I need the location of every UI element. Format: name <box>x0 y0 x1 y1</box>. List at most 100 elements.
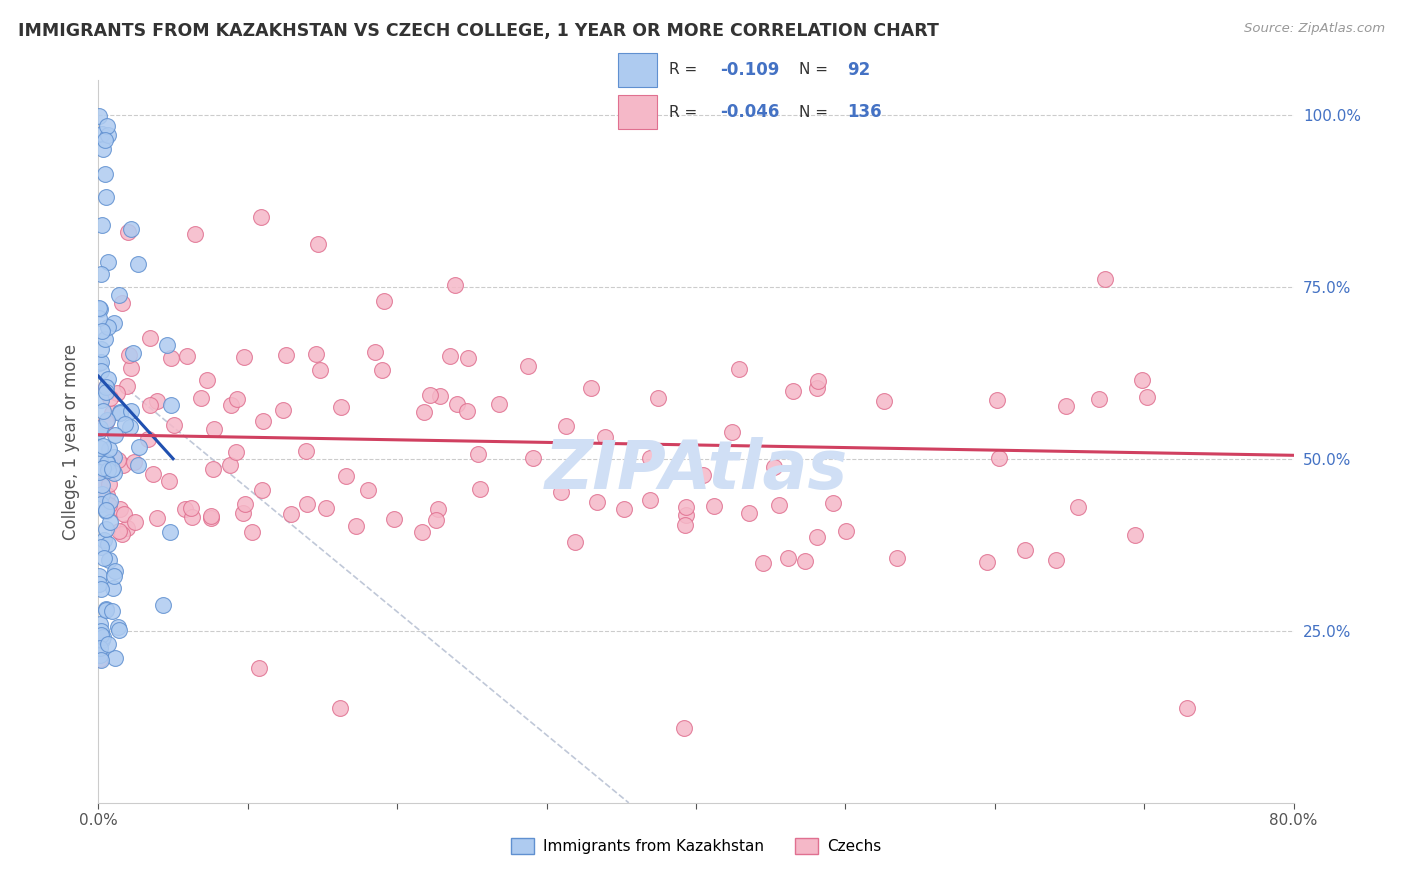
Immigrants from Kazakhstan <box>90 628 112 642</box>
Immigrants from Kazakhstan <box>89 454 111 468</box>
Immigrants from Kazakhstan <box>152 599 174 613</box>
Czechs <box>425 513 447 527</box>
Czechs <box>778 550 800 565</box>
Czechs <box>595 430 617 444</box>
Czechs <box>89 477 111 491</box>
Immigrants from Kazakhstan <box>90 393 112 408</box>
Czechs <box>139 398 162 412</box>
Immigrants from Kazakhstan <box>103 316 125 330</box>
Immigrants from Kazakhstan <box>89 648 111 662</box>
Czechs <box>117 379 139 393</box>
Czechs <box>101 407 124 421</box>
Immigrants from Kazakhstan <box>127 257 149 271</box>
Czechs <box>142 467 165 482</box>
Immigrants from Kazakhstan <box>97 442 120 456</box>
Czechs <box>307 237 329 252</box>
Czechs <box>250 483 273 497</box>
Immigrants from Kazakhstan <box>90 624 112 638</box>
Czechs <box>344 519 367 533</box>
Immigrants from Kazakhstan <box>91 439 114 453</box>
Immigrants from Kazakhstan <box>90 487 112 501</box>
Czechs <box>163 417 186 432</box>
Czechs <box>87 629 110 643</box>
Czechs <box>488 397 510 411</box>
Immigrants from Kazakhstan <box>100 604 122 618</box>
Czechs <box>122 455 145 469</box>
Czechs <box>111 296 134 310</box>
Text: R =: R = <box>669 104 702 120</box>
Immigrants from Kazakhstan <box>91 127 114 141</box>
Immigrants from Kazakhstan <box>97 637 120 651</box>
Czechs <box>384 512 406 526</box>
Czechs <box>200 511 222 525</box>
Immigrants from Kazakhstan <box>96 119 118 133</box>
Czechs <box>124 515 146 529</box>
Czechs <box>1175 701 1198 715</box>
Immigrants from Kazakhstan <box>103 569 125 583</box>
Immigrants from Kazakhstan <box>94 502 117 516</box>
Czechs <box>516 359 538 373</box>
Immigrants from Kazakhstan <box>87 356 110 370</box>
Czechs <box>675 508 697 522</box>
Czechs <box>247 661 270 675</box>
Immigrants from Kazakhstan <box>120 419 142 434</box>
Czechs <box>613 501 636 516</box>
Czechs <box>470 482 492 496</box>
Immigrants from Kazakhstan <box>108 623 131 637</box>
Czechs <box>370 363 392 377</box>
Czechs <box>202 422 225 436</box>
Czechs <box>821 496 844 510</box>
Czechs <box>297 497 319 511</box>
Czechs <box>181 510 204 524</box>
Immigrants from Kazakhstan <box>89 641 111 656</box>
Immigrants from Kazakhstan <box>90 355 112 369</box>
Immigrants from Kazakhstan <box>97 320 120 334</box>
Czechs <box>315 500 337 515</box>
Czechs <box>768 498 790 512</box>
Immigrants from Kazakhstan <box>89 569 111 583</box>
Immigrants from Kazakhstan <box>94 603 117 617</box>
Czechs <box>190 391 212 405</box>
Immigrants from Kazakhstan <box>94 380 117 394</box>
Czechs <box>160 351 183 366</box>
Czechs <box>117 225 139 239</box>
Czechs <box>738 507 761 521</box>
Czechs <box>112 507 135 521</box>
Immigrants from Kazakhstan <box>94 133 117 147</box>
Czechs <box>456 404 478 418</box>
Czechs <box>184 227 207 241</box>
Czechs <box>117 521 139 535</box>
Text: 92: 92 <box>848 61 870 78</box>
Czechs <box>94 415 117 429</box>
Czechs <box>554 419 576 434</box>
Immigrants from Kazakhstan <box>87 311 110 326</box>
Czechs <box>429 389 451 403</box>
Text: N =: N = <box>799 104 832 120</box>
Immigrants from Kazakhstan <box>89 497 111 511</box>
Immigrants from Kazakhstan <box>114 417 136 432</box>
Immigrants from Kazakhstan <box>97 372 120 386</box>
Czechs <box>439 349 461 363</box>
Immigrants from Kazakhstan <box>90 267 112 281</box>
Czechs <box>581 380 603 394</box>
Czechs <box>305 347 328 361</box>
Czechs <box>411 524 433 539</box>
Immigrants from Kazakhstan <box>91 142 114 156</box>
Czechs <box>467 447 489 461</box>
Czechs <box>110 526 132 541</box>
Czechs <box>364 344 387 359</box>
Czechs <box>89 652 111 666</box>
Czechs <box>98 476 121 491</box>
Czechs <box>94 380 117 394</box>
Czechs <box>107 524 129 538</box>
Czechs <box>672 721 695 735</box>
Czechs <box>176 349 198 363</box>
Immigrants from Kazakhstan <box>96 504 118 518</box>
Immigrants from Kazakhstan <box>98 516 121 530</box>
Immigrants from Kazakhstan <box>91 404 114 418</box>
Czechs <box>550 484 572 499</box>
Immigrants from Kazakhstan <box>110 406 132 420</box>
Immigrants from Kazakhstan <box>90 653 112 667</box>
Czechs <box>112 458 135 473</box>
Czechs <box>105 386 128 401</box>
